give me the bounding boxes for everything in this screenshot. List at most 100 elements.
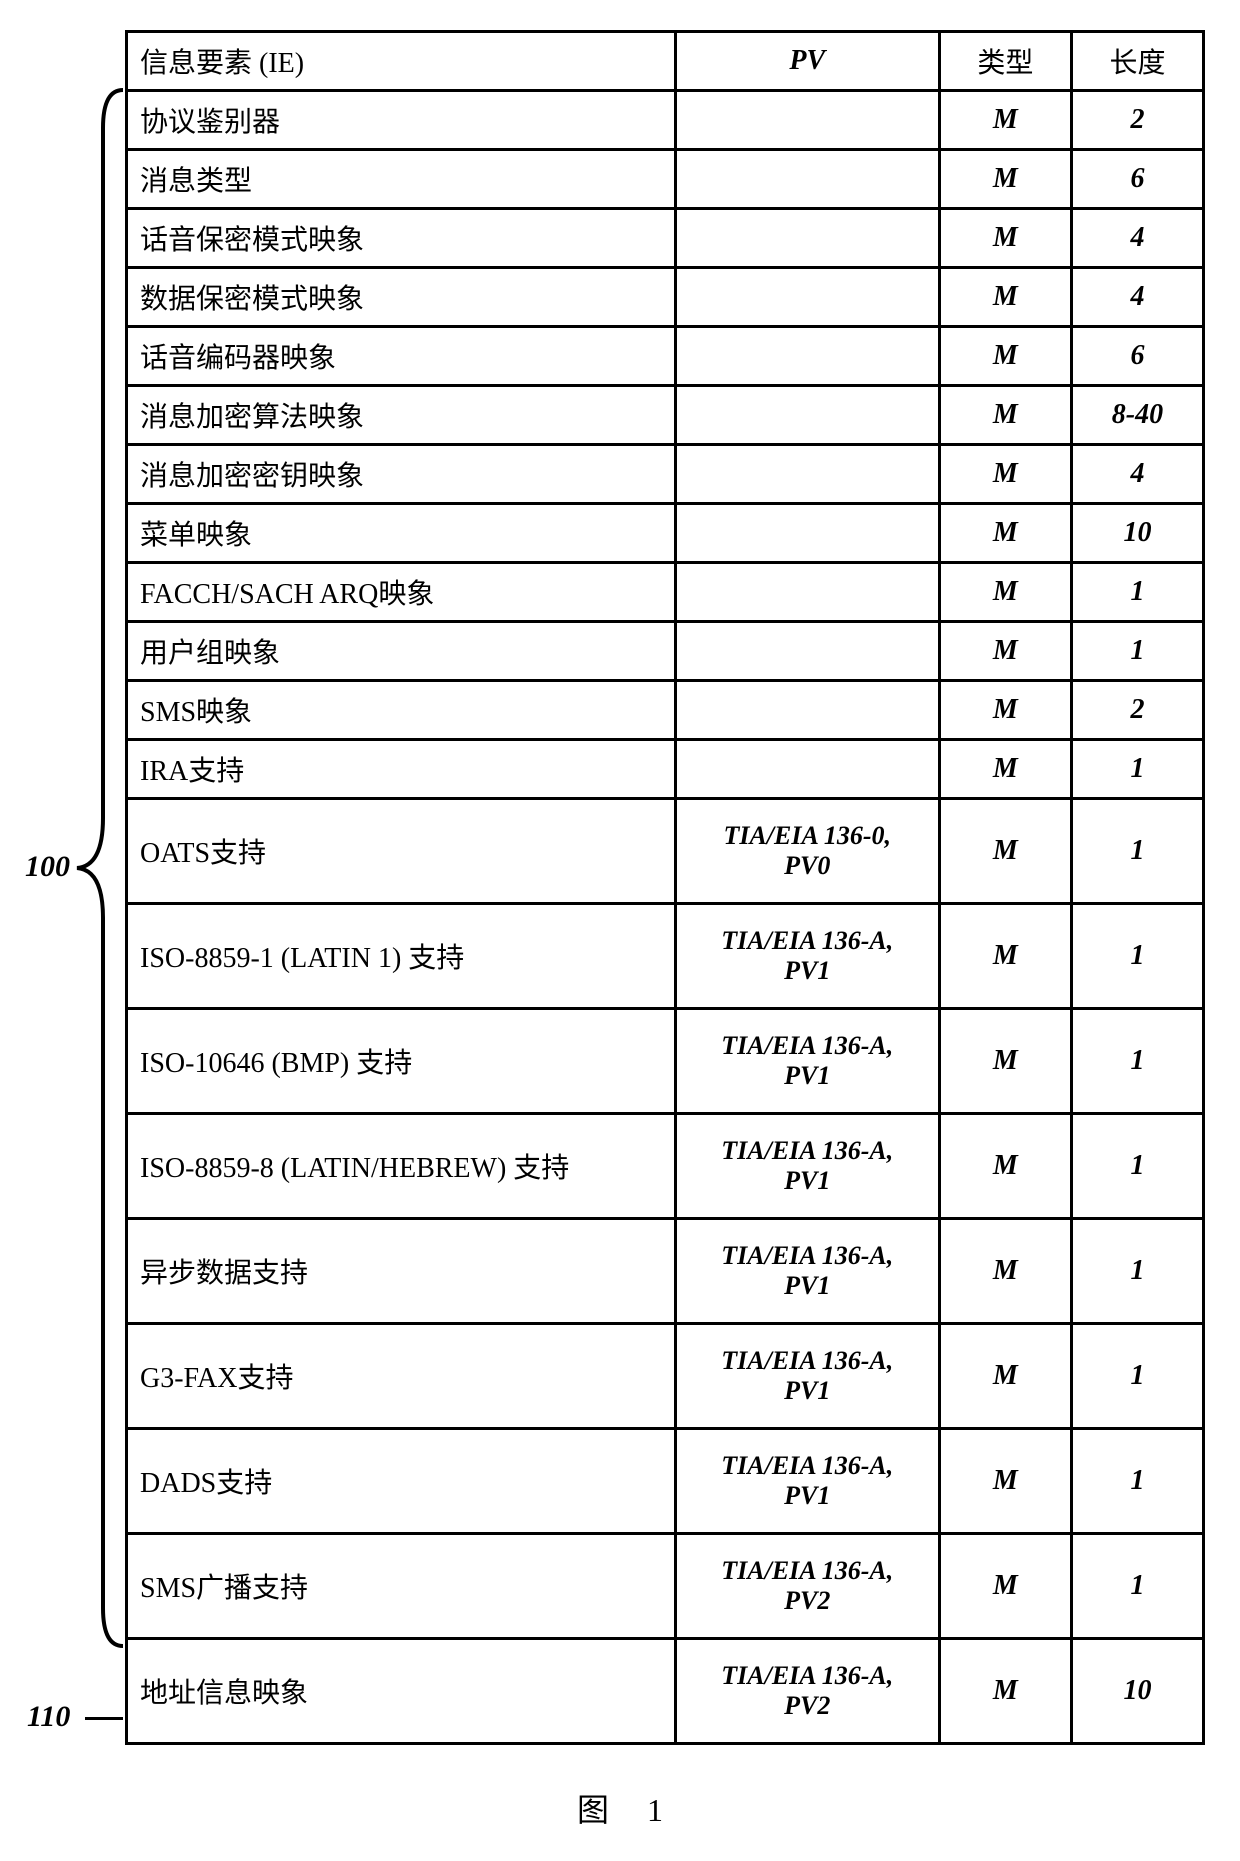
cell-type: M xyxy=(939,445,1071,504)
cell-ie: 数据保密模式映象 xyxy=(127,268,676,327)
cell-type: M xyxy=(939,386,1071,445)
cell-pv xyxy=(675,386,939,445)
cell-ie: OATS支持 xyxy=(127,799,676,904)
cell-len: 6 xyxy=(1071,150,1203,209)
caption-label: 图 xyxy=(577,1792,609,1828)
cell-len: 6 xyxy=(1071,327,1203,386)
table-row: 菜单映象M10 xyxy=(127,504,1204,563)
cell-ie: ISO-8859-1 (LATIN 1) 支持 xyxy=(127,904,676,1009)
table-row: ISO-8859-1 (LATIN 1) 支持 TIA/EIA 136-A, PV… xyxy=(127,904,1204,1009)
cell-type: M xyxy=(939,1534,1071,1639)
cell-ie: 用户组映象 xyxy=(127,622,676,681)
cell-len: 10 xyxy=(1071,504,1203,563)
cell-len: 1 xyxy=(1071,799,1203,904)
cell-type: M xyxy=(939,1429,1071,1534)
table-row: 地址信息映象TIA/EIA 136-A, PV2M10 xyxy=(127,1639,1204,1744)
cell-pv xyxy=(675,150,939,209)
header-row: 信息要素 (IE) PV 类型 长度 xyxy=(127,32,1204,91)
cell-ie: 菜单映象 xyxy=(127,504,676,563)
caption-number: 1 xyxy=(647,1792,663,1829)
cell-len: 1 xyxy=(1071,622,1203,681)
cell-ie: SMS映象 xyxy=(127,681,676,740)
cell-ie: SMS广播支持 xyxy=(127,1534,676,1639)
cell-pv xyxy=(675,622,939,681)
table-row: SMS广播支持 TIA/EIA 136-A, PV2 M1 xyxy=(127,1534,1204,1639)
table-row: 异步数据支持TIA/EIA 136-A, PV1M1 xyxy=(127,1219,1204,1324)
cell-ie: 消息类型 xyxy=(127,150,676,209)
cell-ie: 话音编码器映象 xyxy=(127,327,676,386)
cell-len: 1 xyxy=(1071,1114,1203,1219)
cell-pv xyxy=(675,327,939,386)
cell-pv xyxy=(675,504,939,563)
cell-type: M xyxy=(939,1114,1071,1219)
header-type: 类型 xyxy=(939,32,1071,91)
header-ie: 信息要素 (IE) xyxy=(127,32,676,91)
cell-type: M xyxy=(939,1324,1071,1429)
table-row: 话音编码器映象 M6 xyxy=(127,327,1204,386)
cell-ie: IRA支持 xyxy=(127,740,676,799)
cell-pv: TIA/EIA 136-A, PV1 xyxy=(675,904,939,1009)
cell-pv xyxy=(675,91,939,150)
cell-len: 1 xyxy=(1071,740,1203,799)
figure-wrapper: 100 110 信息要素 (IE) PV 类型 长度 协议鉴别器M2消息类型M6… xyxy=(20,30,1220,1745)
table-row: 消息类型 M6 xyxy=(127,150,1204,209)
cell-len: 4 xyxy=(1071,268,1203,327)
cell-len: 8-40 xyxy=(1071,386,1203,445)
cell-pv xyxy=(675,681,939,740)
cell-len: 1 xyxy=(1071,563,1203,622)
cell-type: M xyxy=(939,740,1071,799)
figure-caption: 图 1 xyxy=(20,1785,1220,1831)
cell-pv xyxy=(675,563,939,622)
cell-pv xyxy=(675,268,939,327)
cell-pv xyxy=(675,740,939,799)
cell-pv-text: TIA/EIA 136-A, PV1 xyxy=(721,926,893,985)
table-row: ISO-8859-8 (LATIN/HEBREW) 支持TIA/EIA 136-… xyxy=(127,1114,1204,1219)
ref-label-110: 110 xyxy=(27,1700,70,1734)
table-row: IRA支持 M1 xyxy=(127,740,1204,799)
cell-len: 1 xyxy=(1071,1324,1203,1429)
cell-ie: 异步数据支持 xyxy=(127,1219,676,1324)
table-row: 数据保密模式映象 M4 xyxy=(127,268,1204,327)
table-row: G3-FAX支持 TIA/EIA 136-A, PV1 M1 xyxy=(127,1324,1204,1429)
cell-type: M xyxy=(939,150,1071,209)
cell-ie: ISO-10646 (BMP) 支持 xyxy=(127,1009,676,1114)
cell-pv-text: TIA/EIA 136-A, PV2 xyxy=(721,1661,893,1720)
cell-len: 1 xyxy=(1071,1534,1203,1639)
cell-len: 4 xyxy=(1071,445,1203,504)
table-row: 协议鉴别器 M2 xyxy=(127,91,1204,150)
cell-pv-text: TIA/EIA 136-A, PV2 xyxy=(721,1556,893,1615)
cell-pv: TIA/EIA 136-A, PV1 xyxy=(675,1009,939,1114)
cell-pv: TIA/EIA 136-0, PV0 xyxy=(675,799,939,904)
cell-pv-text: TIA/EIA 136-A, PV1 xyxy=(721,1136,893,1195)
cell-type: M xyxy=(939,1639,1071,1744)
cell-type: M xyxy=(939,268,1071,327)
ie-table: 信息要素 (IE) PV 类型 长度 协议鉴别器M2消息类型M6话音保密模式映象… xyxy=(125,30,1205,1745)
cell-len: 1 xyxy=(1071,1429,1203,1534)
cell-pv-text: TIA/EIA 136-A, PV1 xyxy=(721,1451,893,1510)
cell-type: M xyxy=(939,327,1071,386)
cell-len: 4 xyxy=(1071,209,1203,268)
cell-ie: G3-FAX支持 xyxy=(127,1324,676,1429)
ref-110-leader xyxy=(85,1717,123,1720)
cell-type: M xyxy=(939,91,1071,150)
cell-pv-text: TIA/EIA 136-A, PV1 xyxy=(721,1241,893,1300)
cell-ie: 消息加密密钥映象 xyxy=(127,445,676,504)
cell-type: M xyxy=(939,209,1071,268)
cell-type: M xyxy=(939,622,1071,681)
cell-ie: 协议鉴别器 xyxy=(127,91,676,150)
cell-ie: DADS支持 xyxy=(127,1429,676,1534)
cell-type: M xyxy=(939,799,1071,904)
cell-pv: TIA/EIA 136-A, PV1 xyxy=(675,1324,939,1429)
cell-pv xyxy=(675,445,939,504)
cell-len: 1 xyxy=(1071,904,1203,1009)
cell-len: 2 xyxy=(1071,91,1203,150)
brace-100 xyxy=(35,88,125,1648)
cell-type: M xyxy=(939,563,1071,622)
cell-type: M xyxy=(939,1009,1071,1114)
cell-pv xyxy=(675,209,939,268)
cell-pv: TIA/EIA 136-A, PV1 xyxy=(675,1219,939,1324)
cell-ie: 地址信息映象 xyxy=(127,1639,676,1744)
cell-type: M xyxy=(939,681,1071,740)
cell-pv-text: TIA/EIA 136-A, PV1 xyxy=(721,1346,893,1405)
cell-pv-text: TIA/EIA 136-0, PV0 xyxy=(723,821,891,880)
